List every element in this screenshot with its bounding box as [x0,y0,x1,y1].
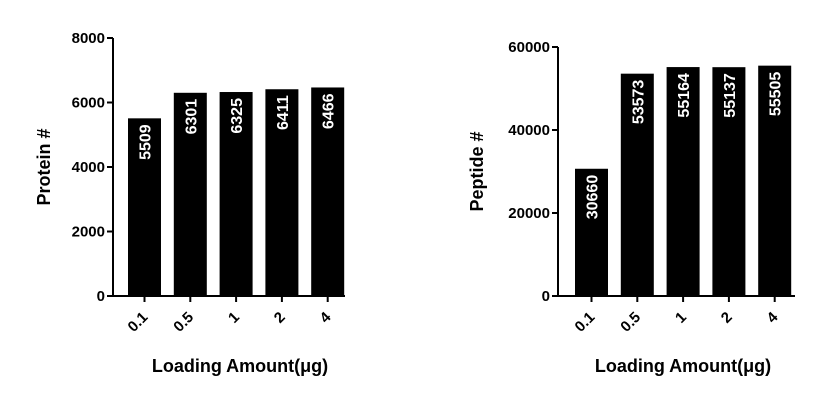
peptide-chart: 0 20000 40000 60000 30660 0.1 53573 0.5 55164 1 55… [467,39,795,376]
bar-data-label: 6325 [229,98,246,134]
x-tick-label: 0.5 [617,309,644,336]
x-tick-label: 0.1 [125,309,152,336]
x-axis-title: Loading Amount(μg) [152,356,328,376]
bar-data-label: 6466 [321,93,338,129]
bar-data-label: 53573 [630,80,647,125]
x-tick-label: 2 [271,309,289,327]
y-axis-title: Peptide # [467,131,487,211]
bar-data-label: 55164 [676,73,693,118]
bar-data-label: 30660 [585,175,602,220]
bar [620,73,654,296]
bar [575,168,608,296]
bar [758,65,792,296]
x-tick-label: 4 [764,308,782,326]
x-tick-label: 1 [672,309,690,327]
x-tick-label: 0.5 [170,309,197,336]
x-tick-label: 1 [225,309,243,327]
y-tick-label: 20000 [508,205,550,222]
y-tick-label: 8000 [72,30,105,47]
y-axis-title: Protein # [34,128,54,205]
y-tick-label: 0 [97,288,105,305]
protein-chart: 0 2000 4000 6000 8000 5509 0.1 6301 0.5 6325 1 6411… [34,30,345,376]
bar-data-label: 6301 [183,99,200,135]
bar [219,92,253,296]
y-tick-label: 6000 [72,95,105,112]
bar [128,118,161,296]
x-axis-title: Loading Amount(μg) [595,356,771,376]
bar-data-label: 5509 [138,124,155,160]
bar [666,67,700,296]
y-tick-label: 2000 [72,224,105,241]
y-tick-label: 40000 [508,122,550,139]
x-tick-label: 4 [317,308,335,326]
x-tick-label: 0.1 [572,309,599,336]
bar-data-label: 55505 [768,72,785,117]
y-tick-label: 0 [542,288,550,305]
y-tick-label: 4000 [72,159,105,176]
bar [311,87,345,296]
bar [173,92,207,296]
bar-data-label: 55137 [722,73,739,118]
x-tick-label: 2 [718,309,736,327]
bar-data-label: 6411 [275,95,292,130]
y-tick-label: 60000 [508,39,550,56]
bar [712,67,746,296]
bar [265,89,299,297]
